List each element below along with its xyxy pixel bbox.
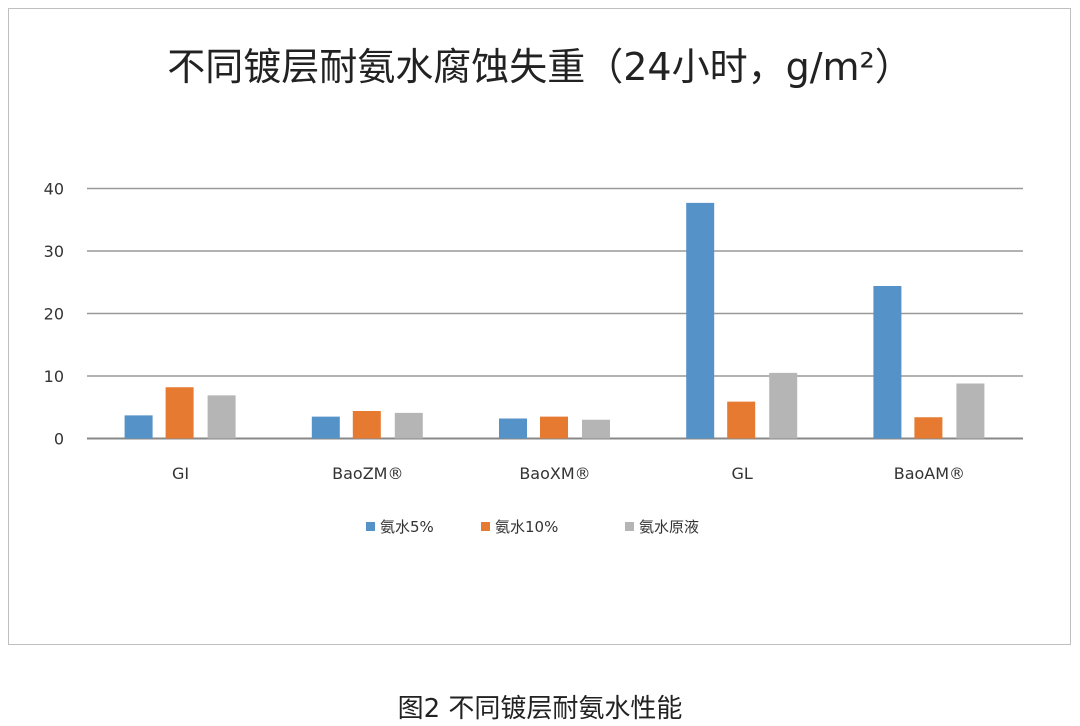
chart-frame	[8, 8, 1071, 645]
legend-label: 氨水10%	[495, 518, 558, 536]
x-tick-label: GL	[732, 464, 753, 483]
y-tick-label: 20	[44, 305, 64, 324]
y-tick-label: 40	[44, 180, 64, 199]
chart-title: 不同镀层耐氨水腐蚀失重（24小时，g/m²）	[167, 45, 913, 89]
legend-swatch	[366, 522, 375, 531]
bar-baoxm-series-2	[582, 419, 610, 439]
y-tick-label: 30	[44, 242, 64, 261]
legend-swatch	[625, 522, 634, 531]
bar-gi-series-2	[207, 395, 236, 439]
y-tick-label: 10	[44, 367, 64, 386]
bar-gl-series-1	[727, 401, 756, 439]
bar-gi-series-1	[165, 387, 194, 439]
x-tick-label: BaoXM®	[519, 464, 590, 483]
legend-label: 氨水原液	[639, 518, 699, 536]
y-tick-label: 0	[54, 430, 64, 449]
x-tick-label: BaoZM®	[332, 464, 403, 483]
x-tick-label: BaoAM®	[894, 464, 965, 483]
bar-baoxm-series-0	[499, 418, 527, 439]
bar-baozm-series-1	[352, 411, 381, 439]
bar-chart: 0 10 20 30 40 GI BaoZM® BaoXM® GL BaoAM® 氨水5% 氨水10%…	[44, 180, 1023, 536]
bar-baoam-series-1	[914, 417, 943, 439]
bar-baoxm-series-1	[540, 416, 568, 439]
bar-baoam-series-0	[873, 286, 902, 439]
bar-baozm-series-0	[311, 416, 340, 439]
bar-gl-series-0	[686, 202, 715, 439]
x-tick-label: GI	[172, 464, 189, 483]
bar-baoam-series-2	[956, 383, 985, 439]
figure-caption: 图2 不同镀层耐氨水性能	[397, 694, 683, 724]
bar-gl-series-2	[769, 372, 798, 439]
bar-baozm-series-2	[394, 412, 423, 439]
bar-gi-series-0	[124, 415, 153, 439]
legend-swatch	[481, 522, 490, 531]
legend-label: 氨水5%	[380, 518, 434, 536]
